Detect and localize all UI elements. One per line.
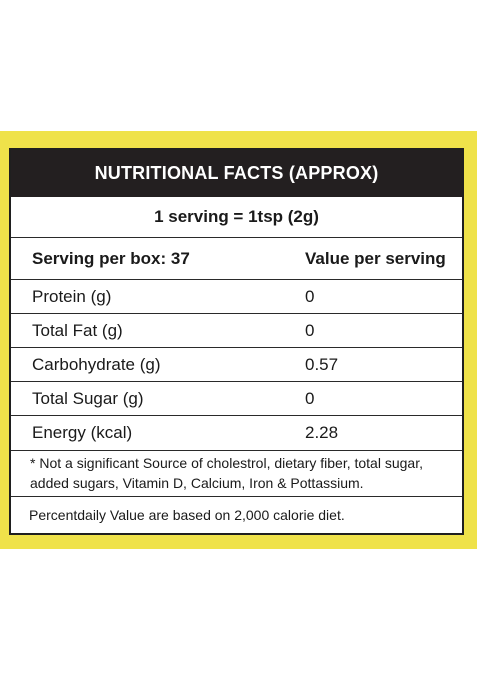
- nutrient-label: Energy (kcal): [32, 423, 133, 442]
- nutrient-value: 0: [305, 388, 315, 408]
- footnote-box: * Not a significant Source of cholestrol…: [11, 450, 462, 496]
- footnote-text: * Not a significant Source of cholestrol…: [30, 455, 423, 491]
- nutrition-facts-panel: NUTRITIONAL FACTS (APPROX) 1 serving = 1…: [9, 148, 464, 535]
- column-header-row: Serving per box: 37 Value per serving: [11, 237, 462, 279]
- nutrition-title: NUTRITIONAL FACTS (APPROX): [94, 163, 379, 183]
- nutrition-header: NUTRITIONAL FACTS (APPROX): [11, 150, 462, 197]
- nutrient-row-protein: Protein (g) 0: [11, 279, 462, 313]
- servings-per-box: Serving per box: 37: [32, 248, 190, 268]
- nutrient-row-energy: Energy (kcal) 2.28: [11, 415, 462, 450]
- nutrient-value: 0: [305, 286, 315, 306]
- nutrient-value: 2.28: [305, 423, 339, 442]
- nutrient-label: Protein (g): [32, 286, 112, 306]
- nutrient-row-total-fat: Total Fat (g) 0: [11, 313, 462, 347]
- value-per-serving-header: Value per serving: [305, 248, 446, 268]
- nutrient-value: 0: [305, 320, 315, 340]
- nutrient-row-total-sugar: Total Sugar (g) 0: [11, 381, 462, 415]
- nutrient-label: Carbohydrate (g): [32, 354, 161, 374]
- daily-value-text: Percentdaily Value are based on 2,000 ca…: [29, 507, 345, 523]
- nutrient-value: 0.57: [305, 354, 339, 374]
- nutrient-label: Total Fat (g): [32, 320, 123, 340]
- nutrient-label: Total Sugar (g): [32, 388, 144, 408]
- daily-value-box: Percentdaily Value are based on 2,000 ca…: [11, 496, 462, 533]
- nutrient-row-carbohydrate: Carbohydrate (g) 0.57: [11, 347, 462, 381]
- serving-size-text: 1 serving = 1tsp (2g): [154, 207, 319, 226]
- serving-size-row: 1 serving = 1tsp (2g): [11, 197, 462, 237]
